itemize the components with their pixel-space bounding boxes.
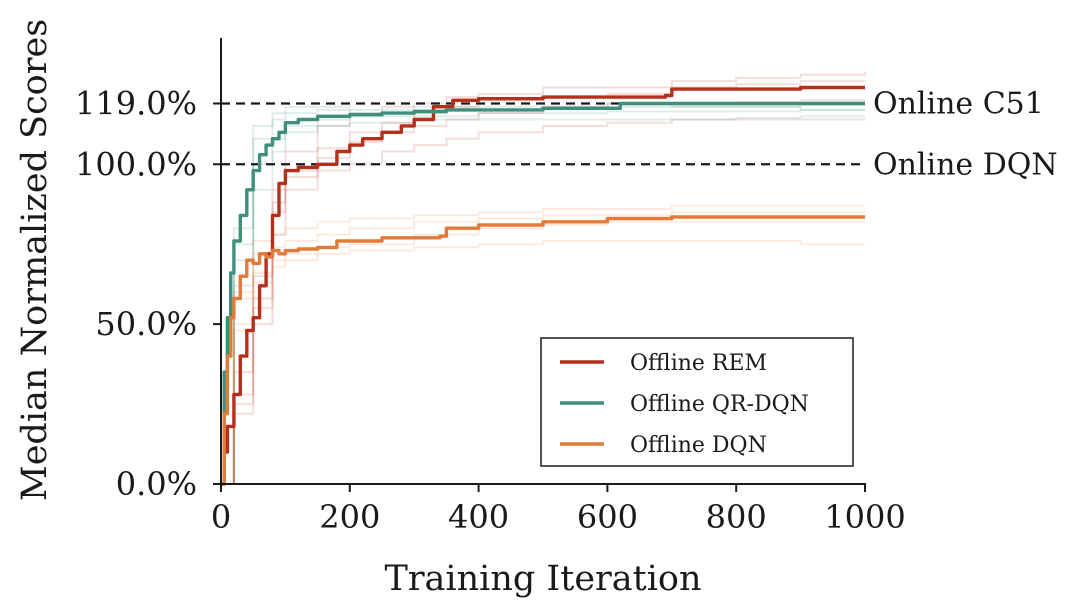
reference-label-online-dqn: Online DQN [873,147,1058,182]
series-line-offline-rem [221,85,865,486]
run-line-offline-qr-dqn-2 [221,115,865,485]
x-axis-title: Training Iteration [384,559,701,599]
legend-items: Offline REM Offline QR-DQN Offline DQN [560,351,809,458]
legend-label-offline-dqn: Offline DQN [630,433,767,458]
x-tick-label: 600 [577,498,638,536]
run-line-offline-rem-2 [221,71,866,485]
run-line-offline-dqn-1 [221,204,865,485]
x-tick-label: 1000 [824,498,905,536]
legend: Offline REM Offline QR-DQN Offline DQN [540,337,854,467]
y-tick-label: 119.0% [75,85,197,123]
series-lines-layer [221,85,865,486]
y-tick-label: 0.0% [116,465,197,503]
legend-label-offline-qr-dqn: Offline QR-DQN [630,392,809,417]
series-line-offline-qr-dqn [221,101,865,486]
legend-label-offline-rem: Offline REM [630,351,767,376]
series-line-offline-dqn [221,215,865,486]
reference-lines-layer: Online C51 Online DQN [221,87,1058,182]
y-axis-title: Median Normalized Scores [15,19,55,501]
x-tick-label: 200 [319,498,380,536]
y-tick-label: 100.0% [75,145,197,183]
x-tick-label: 800 [706,498,767,536]
x-tick-label: 400 [448,498,509,536]
x-tick-label: 0 [211,498,231,536]
reference-label-online-c51: Online C51 [873,87,1044,122]
run-line-offline-qr-dqn-3 [221,102,865,485]
y-tick-label: 50.0% [95,305,197,343]
run-line-offline-dqn-2 [221,240,865,485]
y-ticks-layer: 0.0% 50.0% 100.0% 119.0% [75,85,221,503]
x-ticks-layer: 0 200 400 600 800 1000 [211,484,906,536]
run-line-offline-rem-1 [221,118,865,485]
